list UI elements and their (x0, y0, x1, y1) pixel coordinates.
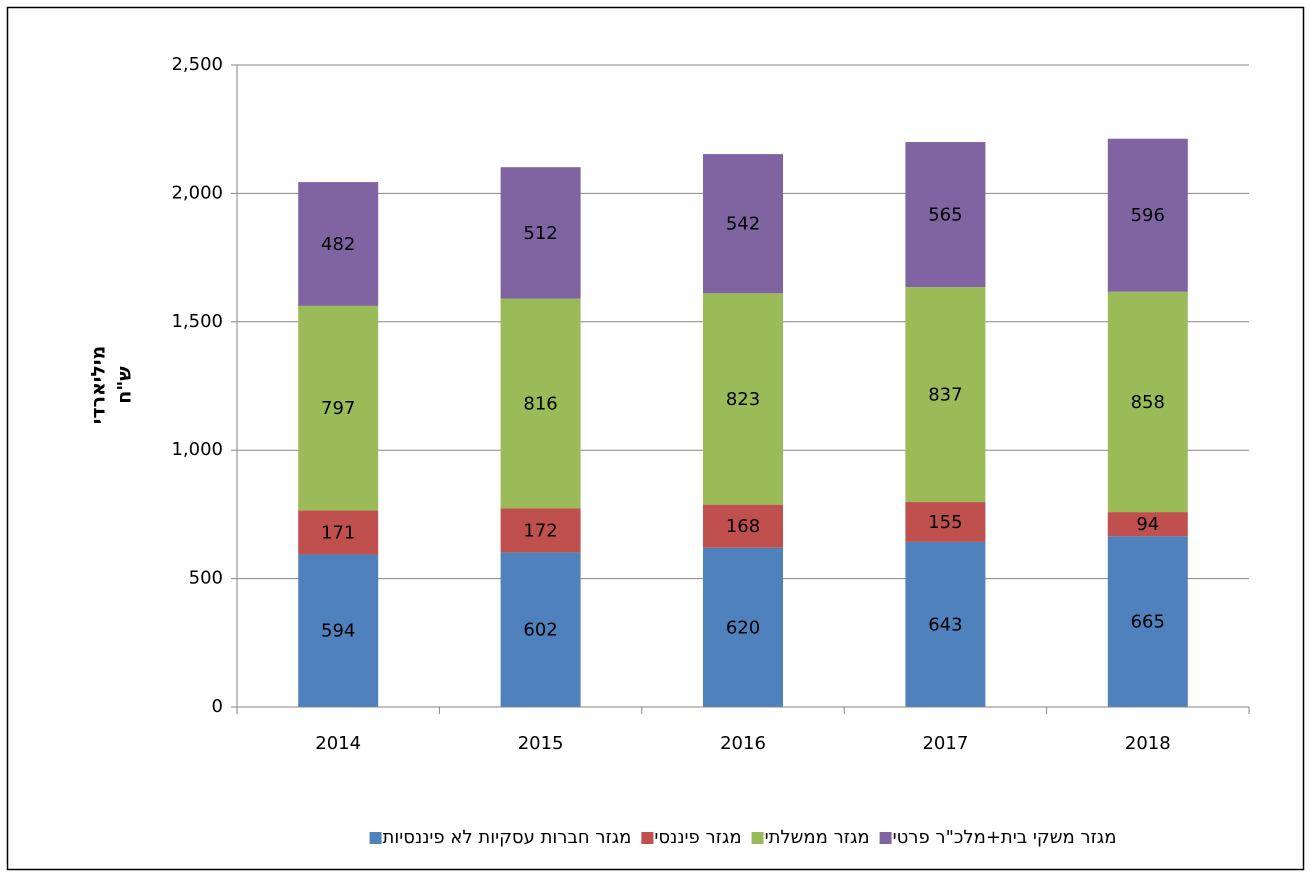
bar-segment (1107, 536, 1188, 707)
chart-border (6, 6, 1305, 871)
bar-segment (1107, 512, 1188, 537)
data-label: 565 (928, 205, 962, 226)
y-tick-label: 500 (189, 568, 223, 589)
data-label: 168 (726, 516, 760, 537)
data-label: 596 (1131, 205, 1165, 226)
bar-segment (905, 541, 986, 707)
legend-label: מגזר משקי בית+מלכ"ר פרטי (893, 827, 1117, 848)
bar-segment (500, 167, 581, 299)
y-tick-label: 1,500 (171, 311, 223, 332)
data-label: 643 (928, 614, 962, 635)
x-tick-label: 2018 (1125, 733, 1171, 754)
legend-label: מגזר ממשלתי (765, 827, 870, 848)
bar-segment (500, 298, 581, 509)
data-label: 837 (928, 385, 962, 406)
data-label: 171 (321, 523, 355, 544)
bar-segment (298, 510, 379, 555)
legend-swatch (879, 832, 892, 844)
y-axis-label-line: מיליארדי (88, 346, 110, 424)
y-tick-label: 2,500 (171, 54, 223, 75)
data-label: 602 (523, 620, 557, 641)
data-label: 816 (523, 393, 557, 414)
data-label: 172 (523, 520, 557, 541)
bar-segment (1107, 291, 1188, 513)
bar-segment (298, 554, 379, 707)
data-label: 858 (1131, 392, 1165, 413)
bar-segment (905, 287, 986, 503)
legend-swatch (641, 832, 654, 844)
y-axis-label-line: ש"ח (114, 366, 136, 404)
bar-segment (500, 552, 581, 707)
data-label: 512 (523, 223, 557, 244)
bar-segment (703, 504, 783, 548)
bar-segment (298, 182, 379, 306)
x-tick-label: 2014 (315, 733, 361, 754)
x-tick-label: 2016 (720, 733, 766, 754)
bar-segment (1107, 138, 1188, 292)
bar-segment (905, 502, 986, 542)
legend-label: מגזר פיננסי (654, 827, 741, 848)
data-label: 823 (726, 389, 760, 410)
bar-segment (703, 154, 783, 294)
x-tick-label: 2017 (922, 733, 968, 754)
bar-segment (298, 305, 379, 511)
y-axis-label: מיליארדי ש"ח (88, 346, 136, 424)
bar-segment (703, 547, 783, 707)
legend-swatch (369, 832, 382, 844)
data-label: 797 (321, 398, 355, 419)
bar-segment (500, 508, 581, 553)
bar-segment (703, 293, 783, 505)
x-tick-label: 2015 (518, 733, 564, 754)
legend: מגזר חברות עסקיות לא פיננסיות מגזר פיננסי… (369, 827, 1117, 848)
data-label: 594 (321, 621, 355, 642)
y-tick-label: 0 (212, 696, 223, 717)
data-label: 94 (1136, 514, 1159, 535)
bar-segment (905, 142, 986, 288)
y-tick-label: 2,000 (171, 182, 223, 203)
y-tick-label: 1,000 (171, 439, 223, 460)
legend-swatch (751, 832, 764, 844)
data-label: 542 (726, 214, 760, 235)
data-label: 482 (321, 234, 355, 255)
legend-label: מגזר חברות עסקיות לא פיננסיות (383, 827, 632, 848)
data-label: 620 (726, 617, 760, 638)
data-label: 665 (1131, 612, 1165, 633)
data-label: 155 (928, 512, 962, 533)
